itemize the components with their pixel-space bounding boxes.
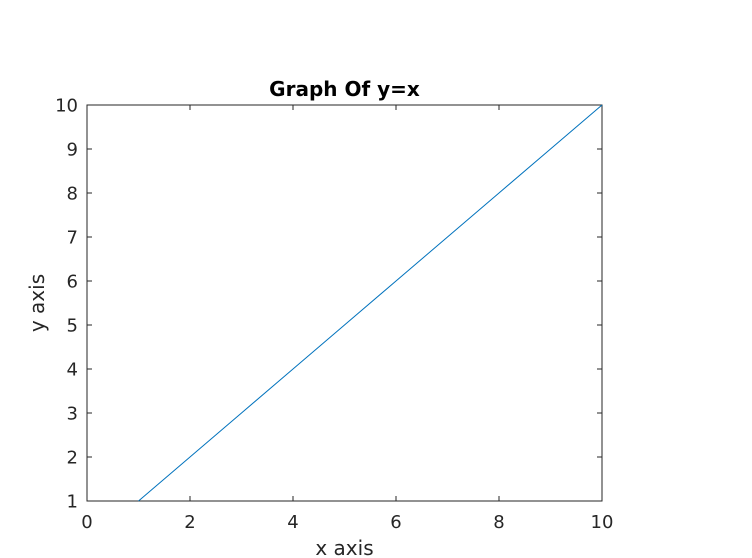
x-axis-title: x axis (315, 536, 373, 558)
y-tick-label: 8 (67, 184, 78, 205)
y-tick-label: 6 (67, 272, 78, 293)
x-tick-label: 4 (287, 512, 298, 533)
y-tick-label: 10 (55, 96, 78, 117)
x-tick-label: 6 (390, 512, 401, 533)
series-line (138, 104, 603, 502)
chart-title: Graph Of y=x (269, 77, 420, 101)
y-tick-label: 9 (67, 140, 78, 161)
y-tick-label: 3 (67, 404, 78, 425)
y-tick-label: 5 (67, 316, 78, 337)
y-tick-label: 1 (67, 492, 78, 513)
x-tick-label: 10 (591, 512, 614, 533)
y-tick-label: 2 (67, 448, 78, 469)
axes-box (86, 104, 603, 502)
x-tick-label: 2 (184, 512, 195, 533)
y-tick-label: 4 (67, 360, 78, 381)
x-tick-label: 0 (81, 512, 92, 533)
y-axis-title: y axis (25, 274, 49, 332)
x-tick-label: 8 (493, 512, 504, 533)
y-tick-label: 7 (67, 228, 78, 249)
